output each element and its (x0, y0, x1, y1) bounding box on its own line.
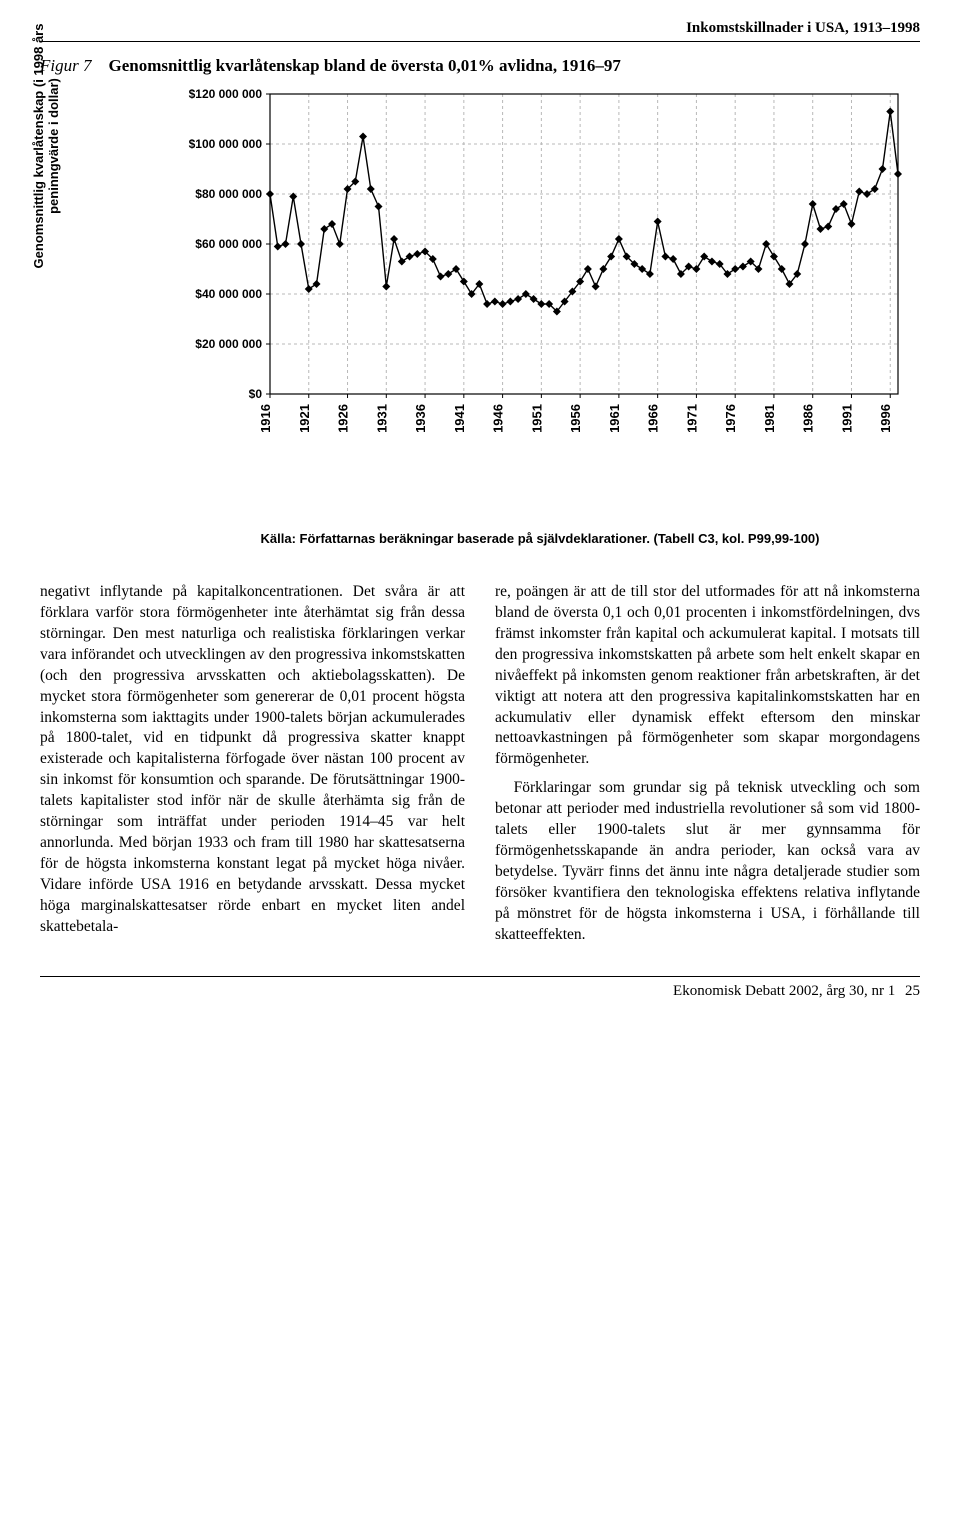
figure-caption: Figur 7 Genomsnittlig kvarlåtenskap blan… (40, 56, 920, 76)
svg-text:1946: 1946 (491, 404, 506, 433)
svg-text:1971: 1971 (684, 404, 699, 433)
chart-svg: $0 $20 000 000 $40 000 000 $60 000 000 $80 0… (170, 86, 910, 466)
figure-title: Genomsnittlig kvarlåtenskap bland de öve… (108, 56, 620, 75)
body-col-left: negativt inflytande på kapitalkoncentrat… (40, 582, 465, 946)
svg-text:$120 000 000: $120 000 000 (189, 87, 263, 101)
svg-text:$0: $0 (249, 387, 263, 401)
page-footer: Ekonomisk Debatt 2002, årg 30, nr 1 25 (40, 976, 920, 1000)
svg-text:1931: 1931 (374, 404, 389, 433)
svg-text:$100 000 000: $100 000 000 (189, 137, 263, 151)
svg-text:$80 000 000: $80 000 000 (195, 187, 262, 201)
svg-text:1951: 1951 (529, 404, 544, 433)
svg-text:1921: 1921 (297, 404, 312, 433)
svg-text:1996: 1996 (878, 404, 893, 433)
svg-text:$20 000 000: $20 000 000 (195, 337, 262, 351)
svg-text:1966: 1966 (646, 404, 661, 433)
svg-text:1941: 1941 (452, 404, 467, 433)
svg-text:1986: 1986 (801, 404, 816, 433)
svg-text:1961: 1961 (607, 404, 622, 433)
running-header: Inkomstskillnader i USA, 1913–1998 (40, 20, 920, 42)
svg-text:1991: 1991 (839, 404, 854, 433)
svg-text:1956: 1956 (568, 404, 583, 433)
journal-ref: Ekonomisk Debatt 2002, årg 30, nr 1 (673, 983, 895, 999)
chart-plot-area: $0 $20 000 000 $40 000 000 $60 000 000 $80 0… (170, 86, 910, 466)
svg-text:1976: 1976 (723, 404, 738, 433)
svg-text:1936: 1936 (413, 404, 428, 433)
svg-text:$40 000 000: $40 000 000 (195, 287, 262, 301)
y-axis-label: Genomsnittlig kvarlåtenskap (i 1998 års … (32, 0, 62, 296)
body-col-right: re, poängen är att de till stor del utfo… (495, 582, 920, 946)
chart-source: Källa: Författarnas beräkningar baserade… (170, 531, 910, 546)
svg-text:$60 000 000: $60 000 000 (195, 237, 262, 251)
body-columns: negativt inflytande på kapitalkoncentrat… (40, 582, 920, 946)
svg-text:1981: 1981 (762, 404, 777, 433)
svg-text:1916: 1916 (258, 404, 273, 433)
chart-container: Genomsnittlig kvarlåtenskap (i 1998 års … (40, 86, 920, 546)
page-number: 25 (905, 983, 920, 1000)
svg-text:1926: 1926 (336, 404, 351, 433)
